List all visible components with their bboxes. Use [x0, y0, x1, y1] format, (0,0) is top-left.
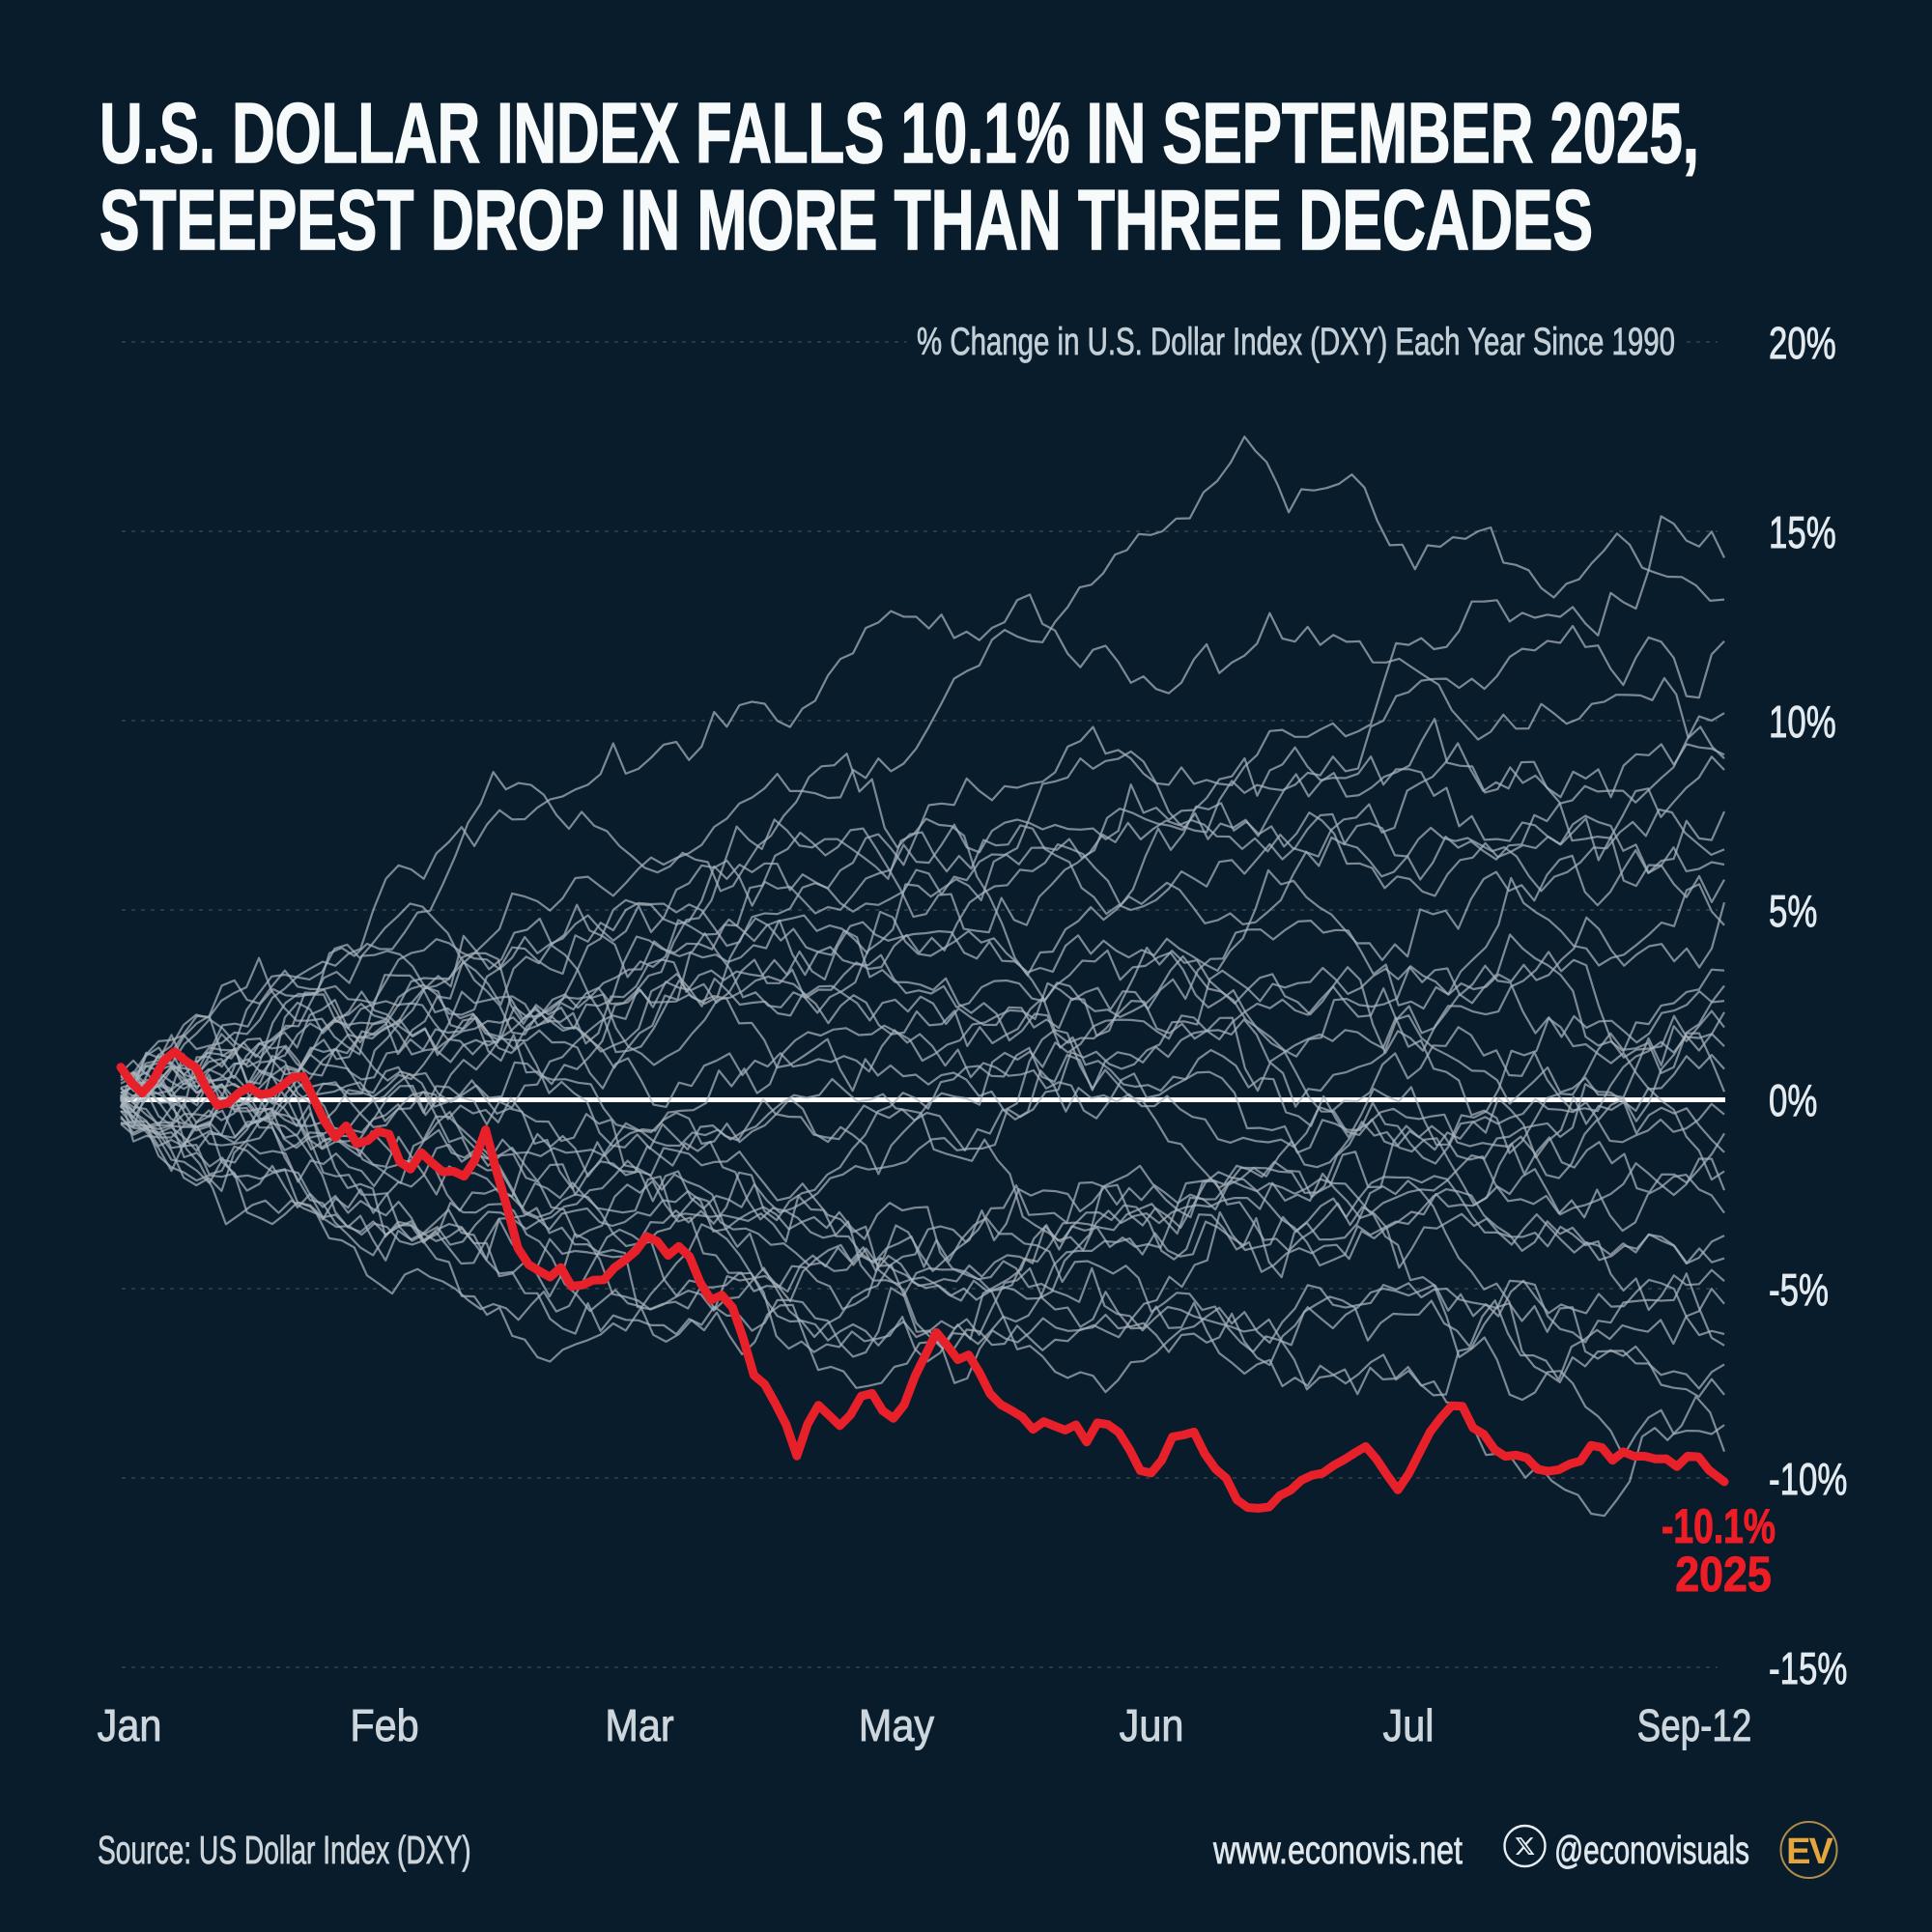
svg-text:EV: EV: [1786, 1832, 1833, 1872]
